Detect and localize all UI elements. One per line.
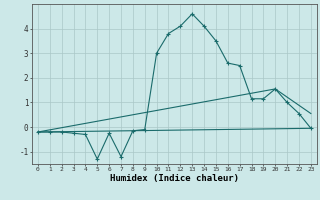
X-axis label: Humidex (Indice chaleur): Humidex (Indice chaleur): [110, 174, 239, 183]
